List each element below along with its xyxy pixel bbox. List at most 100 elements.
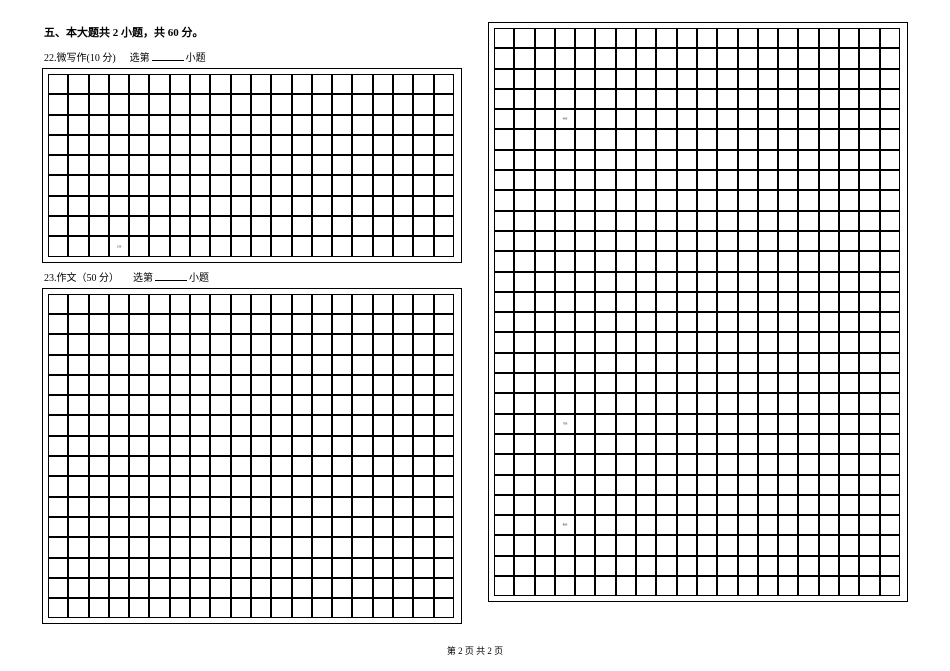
writing-cell[interactable] <box>880 515 900 535</box>
writing-cell[interactable] <box>535 170 555 190</box>
writing-cell[interactable] <box>434 74 454 94</box>
writing-cell[interactable] <box>129 74 149 94</box>
writing-cell[interactable] <box>717 129 737 149</box>
writing-cell[interactable] <box>880 129 900 149</box>
writing-cell[interactable] <box>149 517 169 537</box>
writing-cell[interactable] <box>697 576 717 596</box>
writing-cell[interactable] <box>514 28 534 48</box>
writing-cell[interactable] <box>129 216 149 236</box>
writing-cell[interactable] <box>595 89 615 109</box>
writing-cell[interactable] <box>210 74 230 94</box>
writing-cell[interactable] <box>89 598 109 618</box>
writing-cell[interactable] <box>778 109 798 129</box>
writing-cell[interactable] <box>129 517 149 537</box>
writing-cell[interactable] <box>231 476 251 496</box>
writing-cell[interactable] <box>109 456 129 476</box>
writing-cell[interactable] <box>575 272 595 292</box>
writing-cell[interactable] <box>190 155 210 175</box>
writing-cell[interactable] <box>677 535 697 555</box>
writing-cell[interactable] <box>251 175 271 195</box>
writing-cell[interactable] <box>778 353 798 373</box>
writing-cell[interactable] <box>251 578 271 598</box>
writing-cell[interactable] <box>332 375 352 395</box>
writing-cell[interactable] <box>880 353 900 373</box>
writing-cell[interactable] <box>880 454 900 474</box>
writing-cell[interactable] <box>251 94 271 114</box>
writing-cell[interactable] <box>555 353 575 373</box>
writing-cell[interactable] <box>616 515 636 535</box>
writing-cell[interactable] <box>859 251 879 271</box>
writing-cell[interactable] <box>271 436 291 456</box>
writing-cell[interactable] <box>738 312 758 332</box>
writing-cell[interactable] <box>494 576 514 596</box>
writing-cell[interactable] <box>555 231 575 251</box>
writing-cell[interactable] <box>413 294 433 314</box>
writing-cell[interactable] <box>251 456 271 476</box>
writing-cell[interactable] <box>48 236 68 256</box>
writing-cell[interactable] <box>271 294 291 314</box>
writing-cell[interactable] <box>129 436 149 456</box>
writing-cell[interactable] <box>880 170 900 190</box>
writing-cell[interactable] <box>839 231 859 251</box>
writing-cell[interactable] <box>859 556 879 576</box>
writing-cell[interactable] <box>89 476 109 496</box>
writing-cell[interactable] <box>89 517 109 537</box>
writing-cell[interactable] <box>839 353 859 373</box>
writing-cell[interactable] <box>778 150 798 170</box>
writing-cell[interactable] <box>292 598 312 618</box>
writing-cell[interactable] <box>109 334 129 354</box>
writing-cell[interactable] <box>89 155 109 175</box>
writing-cell[interactable] <box>494 69 514 89</box>
writing-cell[interactable] <box>312 375 332 395</box>
writing-cell[interactable] <box>413 334 433 354</box>
writing-cell[interactable] <box>352 216 372 236</box>
writing-cell[interactable] <box>656 495 676 515</box>
writing-cell[interactable] <box>48 196 68 216</box>
writing-cell[interactable] <box>819 48 839 68</box>
writing-cell[interactable] <box>190 175 210 195</box>
writing-cell[interactable] <box>535 434 555 454</box>
writing-cell[interactable] <box>352 497 372 517</box>
writing-cell[interactable] <box>332 74 352 94</box>
writing-cell[interactable] <box>494 515 514 535</box>
writing-cell[interactable] <box>839 69 859 89</box>
writing-cell[interactable] <box>595 576 615 596</box>
writing-cell[interactable] <box>332 216 352 236</box>
writing-cell[interactable] <box>332 155 352 175</box>
writing-cell[interactable] <box>129 115 149 135</box>
writing-cell[interactable] <box>271 155 291 175</box>
writing-cell[interactable] <box>555 272 575 292</box>
writing-cell[interactable] <box>48 355 68 375</box>
writing-cell[interactable] <box>859 48 879 68</box>
writing-cell[interactable] <box>514 393 534 413</box>
writing-cell[interactable] <box>373 115 393 135</box>
writing-cell[interactable] <box>373 578 393 598</box>
writing-cell[interactable] <box>292 537 312 557</box>
writing-cell[interactable] <box>352 155 372 175</box>
writing-cell[interactable] <box>880 556 900 576</box>
writing-cell[interactable] <box>129 334 149 354</box>
writing-cell[interactable] <box>68 135 88 155</box>
writing-cell[interactable] <box>880 393 900 413</box>
writing-cell[interactable] <box>798 414 818 434</box>
writing-cell[interactable] <box>636 231 656 251</box>
writing-cell[interactable] <box>292 135 312 155</box>
writing-cell[interactable] <box>292 415 312 435</box>
writing-cell[interactable] <box>535 272 555 292</box>
writing-cell[interactable] <box>575 150 595 170</box>
writing-cell[interactable] <box>758 414 778 434</box>
writing-cell[interactable] <box>413 598 433 618</box>
writing-cell[interactable] <box>839 190 859 210</box>
writing-cell[interactable] <box>798 312 818 332</box>
writing-cell[interactable] <box>393 517 413 537</box>
writing-cell[interactable] <box>636 211 656 231</box>
writing-cell[interactable] <box>352 375 372 395</box>
writing-cell[interactable] <box>271 314 291 334</box>
writing-cell[interactable] <box>129 558 149 578</box>
writing-cell[interactable] <box>595 190 615 210</box>
writing-cell[interactable] <box>677 332 697 352</box>
q22-grid[interactable]: 150 <box>43 69 461 262</box>
writing-cell[interactable] <box>514 150 534 170</box>
writing-cell[interactable] <box>393 135 413 155</box>
writing-cell[interactable] <box>170 355 190 375</box>
